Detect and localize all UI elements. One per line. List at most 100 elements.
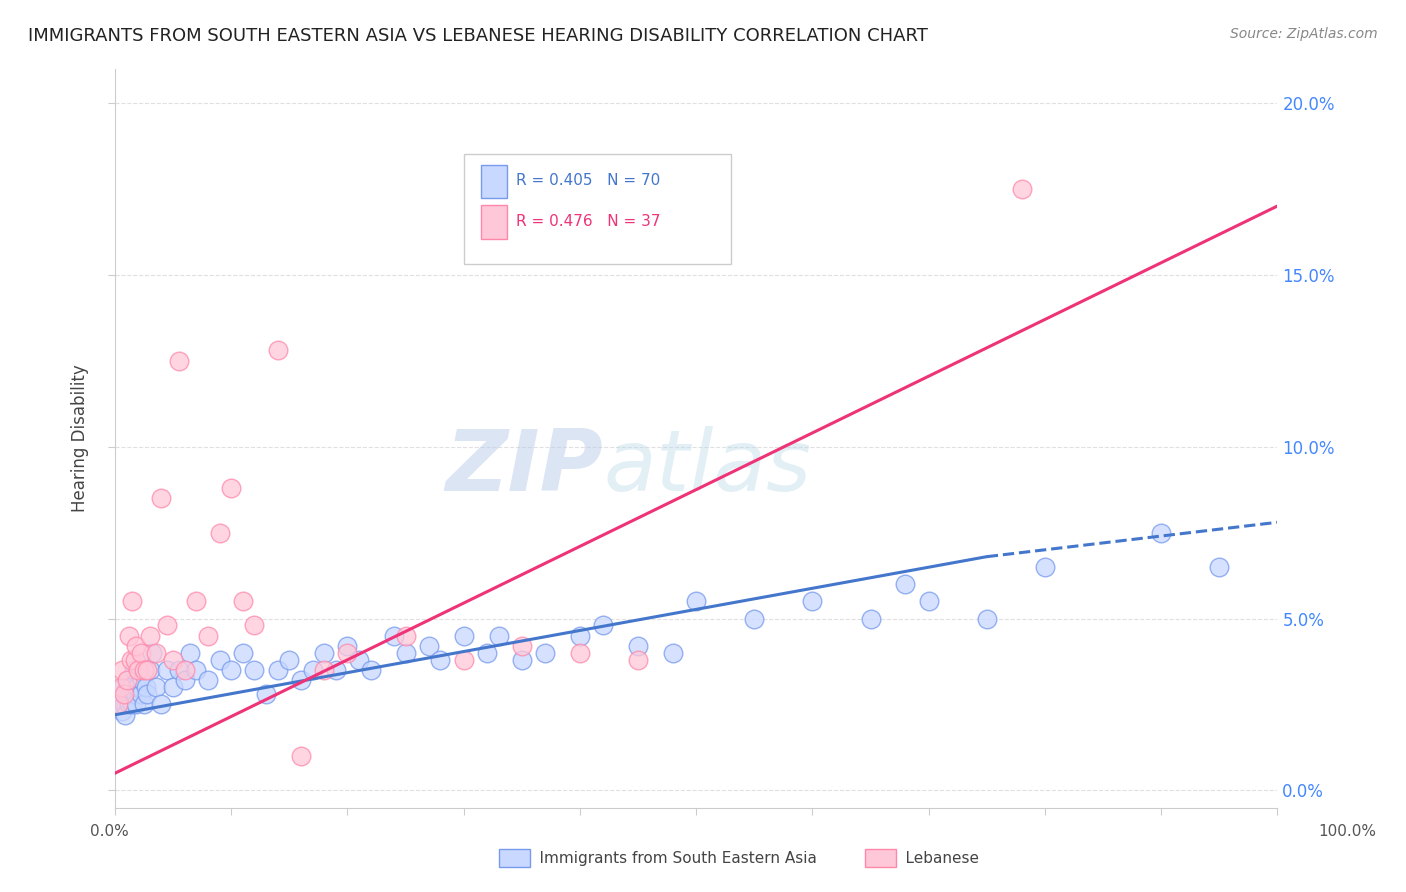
Point	[179, 646, 201, 660]
Point	[336, 639, 359, 653]
Point	[301, 663, 323, 677]
Point	[1208, 560, 1230, 574]
Point	[124, 653, 146, 667]
Point	[118, 698, 141, 712]
Point	[122, 663, 145, 677]
Point	[167, 353, 190, 368]
Point	[156, 618, 179, 632]
Point	[141, 646, 163, 660]
Text: Source: ZipAtlas.com: Source: ZipAtlas.com	[1230, 27, 1378, 41]
Point	[534, 646, 557, 660]
Point	[894, 577, 917, 591]
Point	[243, 663, 266, 677]
Point	[127, 663, 149, 677]
Point	[453, 629, 475, 643]
Point	[156, 663, 179, 677]
Point	[475, 646, 498, 660]
Point	[568, 629, 591, 643]
Text: atlas: atlas	[603, 426, 811, 509]
Point	[742, 611, 765, 625]
Point	[232, 646, 254, 660]
Point	[107, 698, 129, 712]
Point	[1033, 560, 1056, 574]
Point	[394, 646, 416, 660]
Point	[266, 663, 288, 677]
Text: Immigrants from South Eastern Asia: Immigrants from South Eastern Asia	[520, 851, 817, 865]
Point	[347, 653, 370, 667]
Point	[173, 673, 195, 688]
Point	[418, 639, 440, 653]
Point	[125, 681, 148, 695]
Point	[112, 681, 135, 695]
Point	[112, 698, 135, 712]
Text: IMMIGRANTS FROM SOUTH EASTERN ASIA VS LEBANESE HEARING DISABILITY CORRELATION CH: IMMIGRANTS FROM SOUTH EASTERN ASIA VS LE…	[28, 27, 928, 45]
Point	[627, 653, 650, 667]
Point	[120, 653, 142, 667]
Point	[173, 663, 195, 677]
Point	[429, 653, 451, 667]
Y-axis label: Hearing Disability: Hearing Disability	[72, 364, 89, 512]
FancyBboxPatch shape	[481, 205, 506, 238]
Point	[115, 673, 138, 688]
Point	[243, 618, 266, 632]
Point	[150, 491, 173, 506]
Point	[120, 681, 142, 695]
Point	[186, 594, 208, 608]
Point	[197, 629, 219, 643]
Point	[325, 663, 347, 677]
Point	[488, 629, 510, 643]
Point	[801, 594, 824, 608]
Point	[135, 681, 157, 695]
Point	[129, 646, 152, 660]
Point	[568, 646, 591, 660]
Point	[290, 673, 312, 688]
Point	[162, 681, 184, 695]
Point	[114, 707, 136, 722]
Text: ZIP: ZIP	[446, 426, 603, 509]
Point	[127, 663, 149, 677]
Point	[110, 687, 132, 701]
Point	[139, 663, 162, 677]
Point	[145, 646, 167, 660]
Point	[136, 663, 159, 677]
Point	[197, 673, 219, 688]
Point	[111, 663, 134, 677]
Point	[121, 698, 143, 712]
Point	[208, 525, 231, 540]
Point	[118, 629, 141, 643]
Point	[917, 594, 939, 608]
Text: 100.0%: 100.0%	[1317, 824, 1376, 838]
Point	[314, 663, 336, 677]
Point	[859, 611, 882, 625]
Point	[1011, 182, 1033, 196]
Text: 0.0%: 0.0%	[90, 824, 129, 838]
Point	[117, 673, 139, 688]
Point	[112, 687, 135, 701]
Point	[336, 646, 359, 660]
Point	[115, 687, 138, 701]
Point	[132, 663, 155, 677]
Point	[132, 698, 155, 712]
Point	[314, 646, 336, 660]
Text: R = 0.476   N = 37: R = 0.476 N = 37	[516, 214, 661, 229]
Point	[129, 687, 152, 701]
FancyBboxPatch shape	[464, 153, 731, 264]
Point	[662, 646, 685, 660]
Point	[976, 611, 998, 625]
Point	[150, 698, 173, 712]
Point	[186, 663, 208, 677]
Point	[136, 687, 159, 701]
Point	[124, 687, 146, 701]
Point	[110, 681, 132, 695]
Text: R = 0.405   N = 70: R = 0.405 N = 70	[516, 173, 661, 188]
Point	[118, 687, 141, 701]
Point	[219, 481, 242, 495]
Point	[278, 653, 301, 667]
Point	[111, 704, 134, 718]
Point	[145, 681, 167, 695]
Point	[107, 698, 129, 712]
Text: Lebanese: Lebanese	[886, 851, 979, 865]
Point	[208, 653, 231, 667]
Point	[162, 653, 184, 667]
Point	[125, 698, 148, 712]
